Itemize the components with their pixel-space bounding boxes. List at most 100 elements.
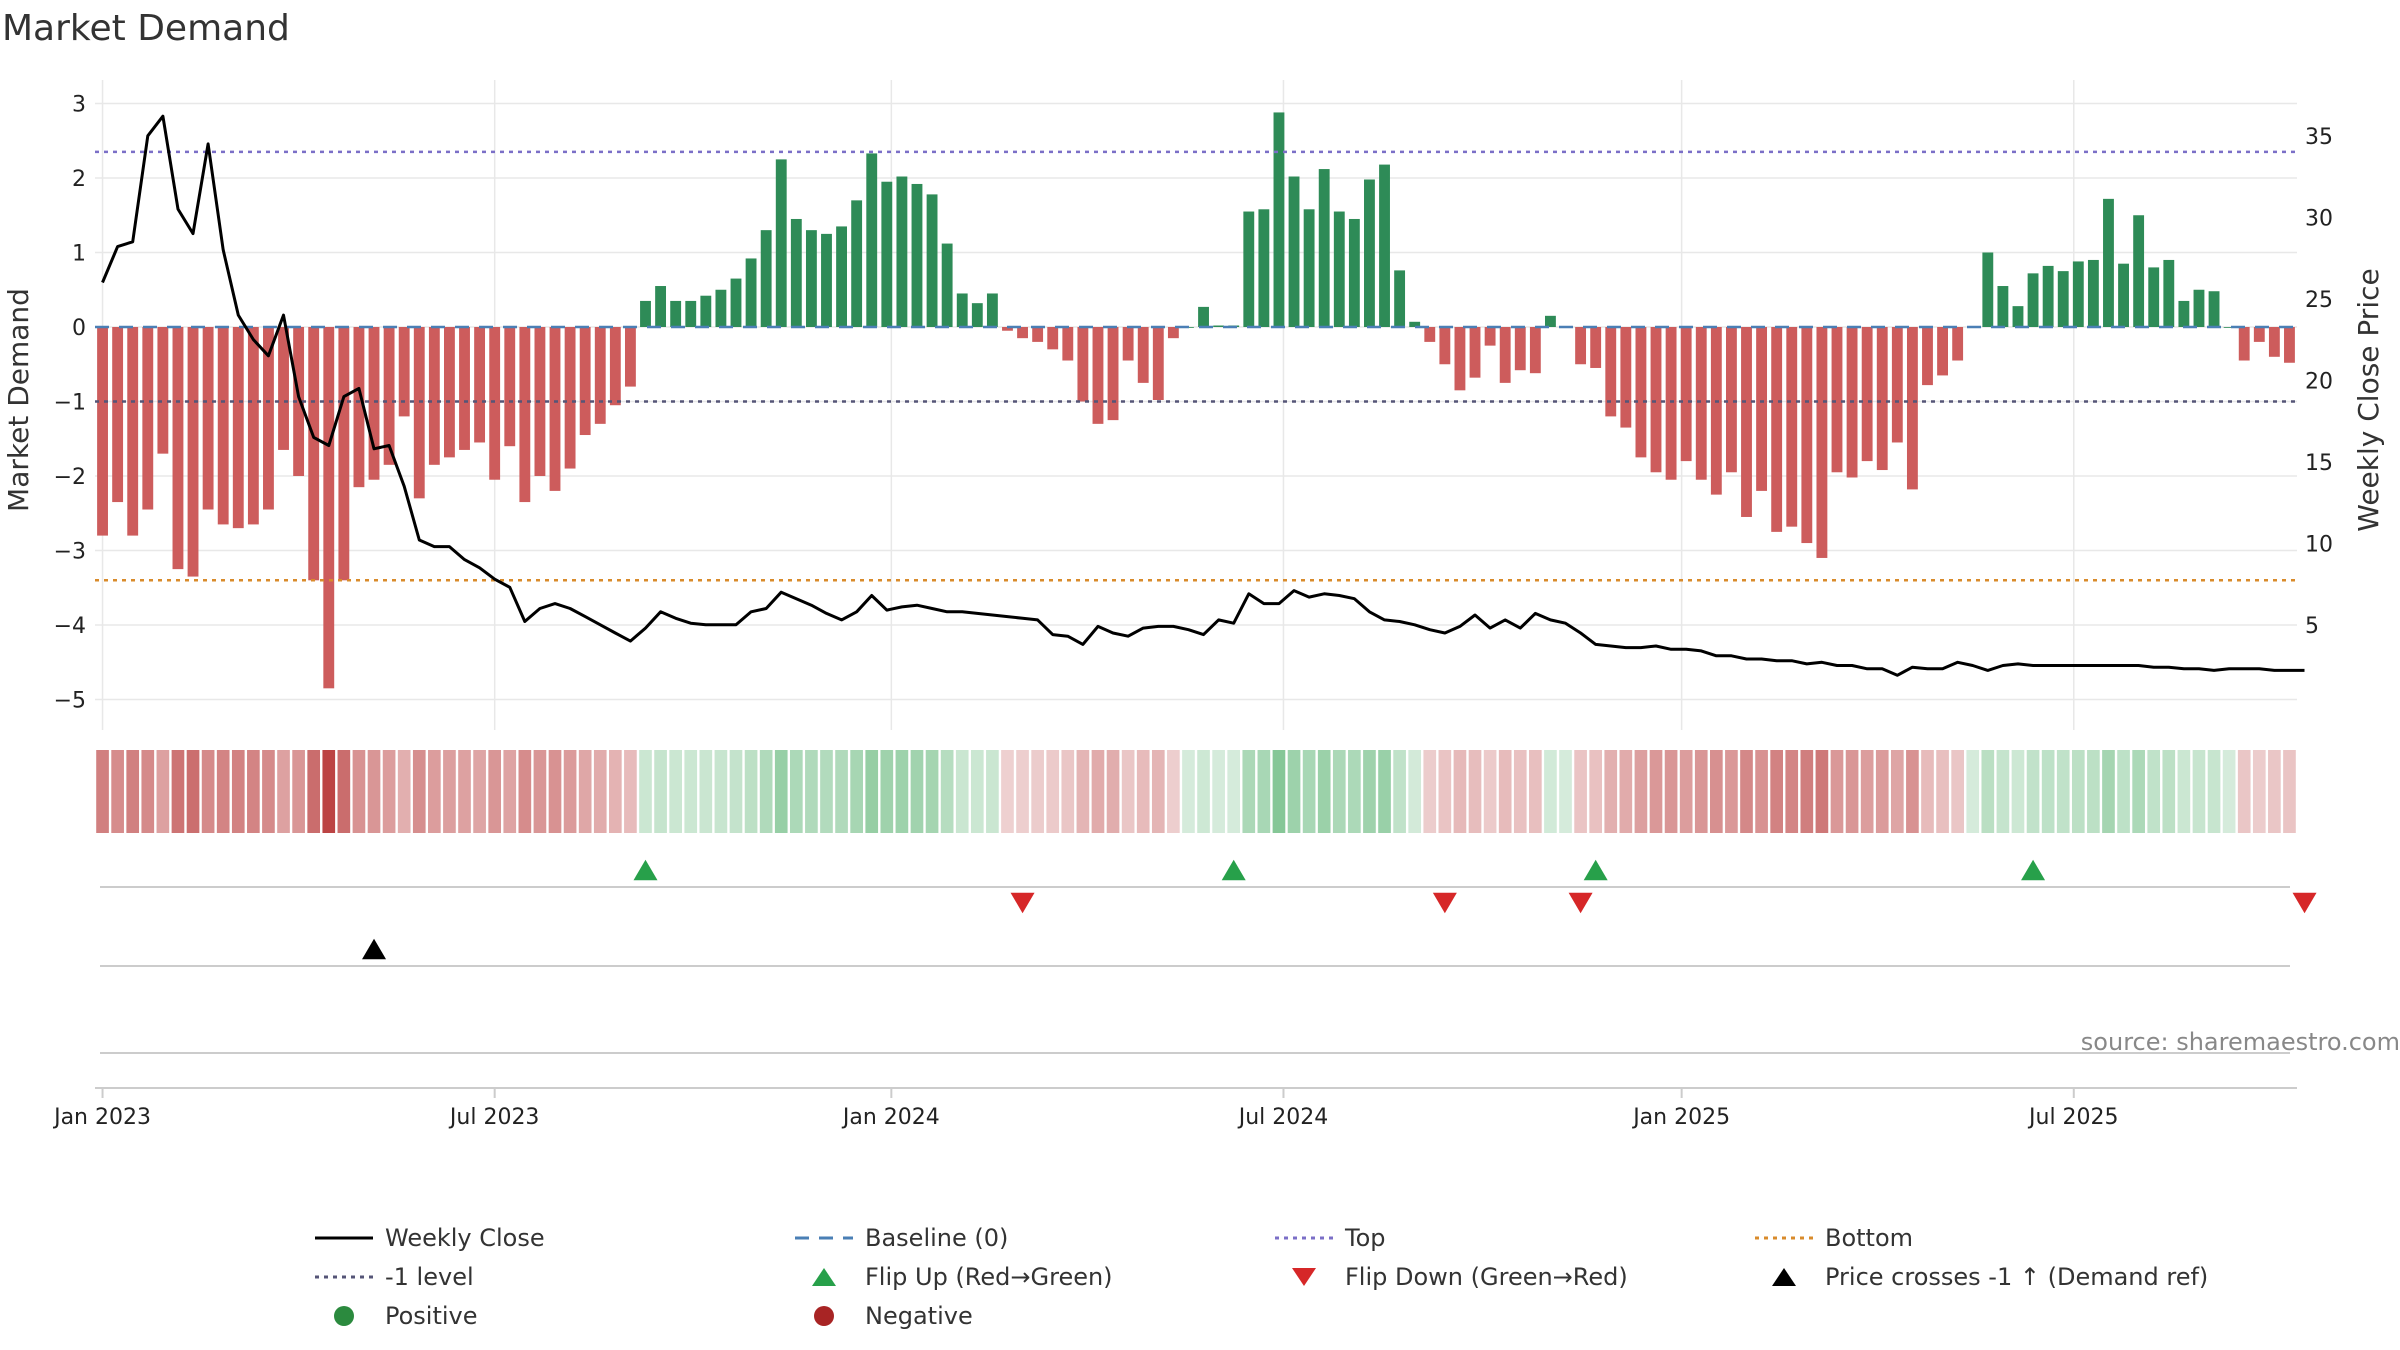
bar-positive: [760, 230, 772, 327]
heat-cell: [1951, 750, 1964, 833]
heat-cell: [1468, 750, 1482, 833]
bar-negative: [97, 327, 108, 536]
bar-negative: [2268, 327, 2280, 357]
heat-cell: [337, 750, 351, 833]
bar-positive: [2042, 265, 2054, 327]
bar-negative: [1077, 327, 1089, 402]
bar-negative: [1605, 327, 1617, 417]
legend-label: -1 level: [385, 1263, 474, 1291]
heat-cell: [216, 750, 230, 833]
heat-cell: [1921, 750, 1934, 833]
bar-negative: [594, 327, 606, 424]
heat-cell: [1348, 750, 1361, 833]
heat-cell: [1830, 750, 1844, 833]
bar-negative: [489, 327, 501, 480]
heat-cell: [669, 750, 682, 833]
heat-cell: [1498, 750, 1512, 833]
bar-negative: [112, 327, 124, 503]
bar-negative: [1092, 327, 1104, 424]
heat-cell: [1981, 750, 1995, 833]
heat-cell: [850, 750, 863, 833]
bar-negative: [1484, 327, 1496, 346]
heat-cell: [1167, 750, 1180, 833]
heat-cell: [2237, 750, 2251, 833]
bar-positive: [2012, 306, 2024, 327]
bar-positive: [1997, 286, 2009, 327]
heat-cell: [1242, 750, 1256, 833]
heat-cell: [1121, 750, 1135, 833]
heat-cell: [367, 750, 381, 833]
heat-cell: [2132, 750, 2145, 833]
x-tick-label: Jul 2023: [448, 1105, 540, 1130]
heat-cell: [1664, 750, 1678, 833]
bar-negative: [142, 327, 154, 510]
flip-down-marker: [2292, 892, 2317, 914]
bar-negative: [1952, 327, 1964, 361]
heat-cell: [910, 750, 924, 833]
heat-cell: [714, 750, 728, 833]
heat-cell: [1936, 750, 1949, 833]
bar-negative: [1906, 327, 1918, 490]
heat-cell: [2041, 750, 2055, 833]
flip-up-marker: [1583, 859, 1608, 881]
heat-cell: [96, 750, 109, 833]
bar-positive: [1379, 164, 1390, 327]
heat-cell: [428, 750, 441, 833]
heat-cell: [397, 750, 411, 833]
signal-rows: [100, 859, 2317, 1054]
bar-negative: [1499, 327, 1511, 383]
heat-cell: [186, 750, 200, 833]
heat-cell: [1483, 750, 1497, 833]
heat-cell: [639, 750, 652, 833]
heat-cell: [578, 750, 592, 833]
bar-negative: [1454, 327, 1466, 391]
bar-positive: [2133, 215, 2145, 327]
bar-negative: [1831, 327, 1843, 473]
bar-positive: [911, 183, 923, 327]
heat-cell: [1182, 750, 1195, 833]
heat-cell: [262, 750, 275, 833]
y2-tick-label: 5: [2305, 614, 2319, 639]
bar-positive: [1258, 209, 1270, 327]
y-tick-label: 2: [72, 167, 86, 192]
heat-cell: [1544, 750, 1557, 833]
y2-axis-ticks: 35 30 25 20 15 10 5: [2305, 125, 2333, 639]
bar-negative: [504, 327, 516, 447]
heat-cell: [1227, 750, 1241, 833]
bar-positive: [1273, 112, 1285, 327]
bar-negative: [1891, 327, 1903, 443]
bar-negative: [1741, 327, 1752, 517]
bar-negative: [1635, 327, 1647, 458]
heat-cell: [1604, 750, 1618, 833]
bar-negative: [187, 327, 199, 577]
legend-swatch: [334, 1306, 354, 1326]
heat-cell: [1860, 750, 1874, 833]
heat-cell: [443, 750, 456, 833]
heat-cell: [955, 750, 969, 833]
bar-negative: [1062, 327, 1074, 361]
heat-cell: [111, 750, 124, 833]
weekly-close-line: [101, 114, 2305, 677]
legend-label: Negative: [865, 1302, 973, 1330]
heat-cell: [684, 750, 698, 833]
heat-cell: [518, 750, 532, 833]
bar-negative: [1469, 327, 1481, 378]
heat-cell: [1302, 750, 1316, 833]
heat-cell: [503, 750, 517, 833]
bar-negative: [1922, 327, 1933, 386]
y-tick-label: −3: [54, 540, 86, 565]
bar-negative: [1137, 327, 1149, 383]
heat-cell: [1513, 750, 1527, 833]
heat-cell: [322, 750, 336, 833]
x-tick-label: Jan 2023: [52, 1105, 151, 1130]
legend-label: Top: [1344, 1224, 1386, 1252]
bar-negative: [1771, 327, 1783, 532]
heat-cell: [1800, 750, 1814, 833]
bar-positive: [2072, 261, 2084, 327]
bar-positive: [730, 278, 742, 327]
heat-cell: [1845, 750, 1859, 833]
bar-negative: [1680, 327, 1692, 462]
heat-cell: [2283, 750, 2296, 833]
heat-cell: [820, 750, 833, 833]
heat-cell: [1529, 750, 1542, 833]
